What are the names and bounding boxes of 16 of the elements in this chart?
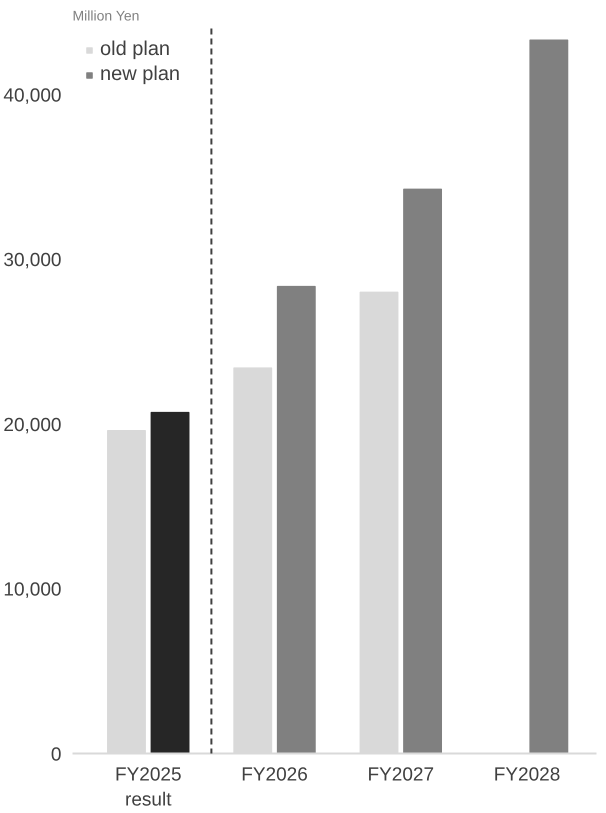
y-tick-label: 30,000 (3, 250, 62, 272)
bar (529, 40, 568, 754)
y-tick-label: 10,000 (3, 580, 62, 601)
bar (403, 188, 442, 754)
bar (150, 412, 190, 754)
y-tick-label: 20,000 (3, 414, 62, 436)
bar (276, 286, 316, 754)
y-axis-title: Million Yen (72, 8, 140, 24)
x-tick-label: FY2026 (241, 764, 308, 786)
legend-label: old plan (100, 38, 170, 61)
x-tick-label: FY2027 (368, 764, 434, 786)
y-tick-label: 0 (50, 744, 62, 766)
x-tick-label: FY2028 (494, 764, 560, 786)
y-tick-label: 40,000 (3, 85, 62, 106)
legend-label: new plan (100, 63, 180, 86)
x-tick-label: FY2025 result (114, 764, 182, 811)
